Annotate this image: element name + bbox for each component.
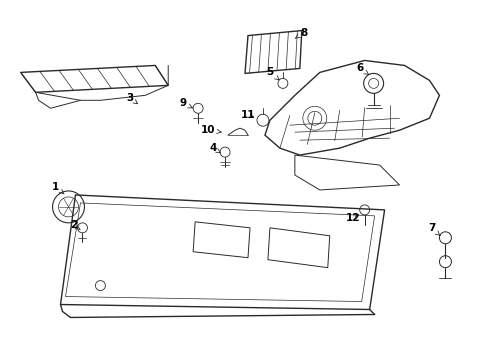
Text: 5: 5	[266, 67, 279, 80]
Text: 8: 8	[294, 28, 307, 39]
Text: 4: 4	[209, 143, 220, 153]
Text: 3: 3	[126, 93, 137, 104]
Text: 2: 2	[70, 220, 80, 230]
Text: 11: 11	[240, 110, 255, 120]
Text: 12: 12	[345, 213, 359, 223]
Text: 6: 6	[355, 63, 368, 75]
Text: 7: 7	[427, 223, 439, 235]
Text: 1: 1	[52, 182, 64, 194]
Text: 9: 9	[179, 98, 192, 108]
Text: 10: 10	[201, 125, 221, 135]
